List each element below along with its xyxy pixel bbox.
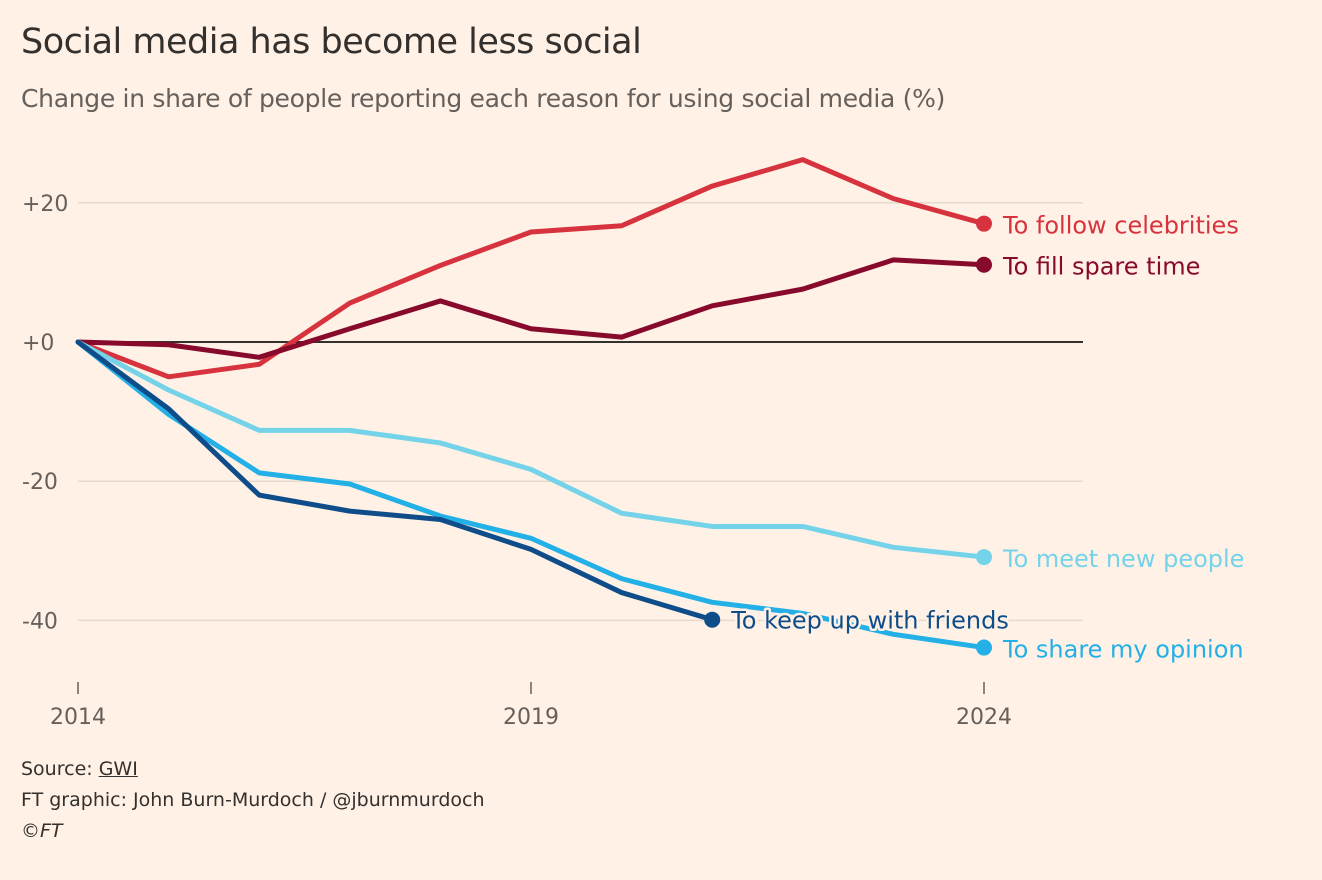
- y-tick-label: -40: [22, 609, 58, 634]
- source-link[interactable]: GWI: [98, 758, 138, 780]
- source-line: Source: GWI: [21, 758, 138, 780]
- chart-subtitle: Change in share of people reporting each…: [21, 84, 946, 113]
- x-tick-label: 2019: [503, 705, 559, 730]
- x-tick-label: 2024: [956, 705, 1012, 730]
- series-label: To keep up with friends: [730, 607, 1009, 635]
- y-tick-label: -20: [22, 470, 58, 495]
- series-end-marker: [976, 215, 992, 232]
- y-tick-label: +0: [22, 331, 54, 356]
- series-end-marker: [704, 611, 721, 628]
- series-line: [75, 339, 715, 623]
- series-end-marker: [976, 639, 992, 656]
- copyright: ©FT: [21, 820, 63, 842]
- series-line: [75, 157, 987, 380]
- series-end-marker: [976, 256, 992, 273]
- series-line: [75, 339, 987, 560]
- y-tick-label: +20: [22, 192, 68, 217]
- credit: FT graphic: John Burn-Murdoch / @jburnmu…: [21, 789, 485, 811]
- series-label: To follow celebrities: [1002, 212, 1239, 240]
- series-label: To meet new people: [1002, 545, 1244, 573]
- series-line: [75, 257, 987, 360]
- series-line: [75, 339, 987, 651]
- series-label: To share my opinion: [1002, 636, 1244, 664]
- chart-title: Social media has become less social: [21, 22, 642, 62]
- series-label: To fill spare time: [1002, 253, 1200, 281]
- source-prefix: Source:: [21, 758, 99, 780]
- series-end-marker: [976, 549, 992, 566]
- x-tick-label: 2014: [50, 705, 106, 730]
